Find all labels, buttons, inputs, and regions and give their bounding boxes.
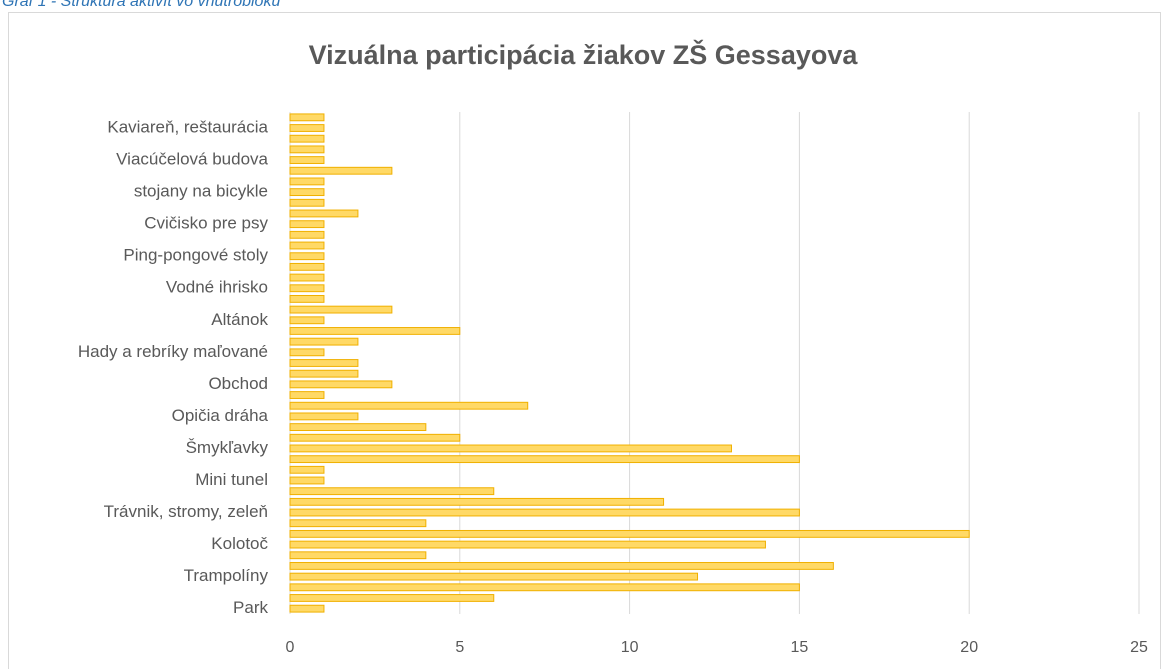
bar — [289, 262, 325, 271]
y-tick-label: Cvičisko pre psy — [144, 214, 268, 233]
bar — [289, 369, 359, 378]
y-tick-label: Opičia dráha — [172, 406, 269, 425]
y-tick-label: Kolotoč — [211, 534, 268, 553]
bar — [289, 134, 325, 143]
bar — [289, 230, 325, 239]
bar — [289, 572, 699, 581]
bar — [289, 145, 325, 154]
x-tick-label: 20 — [960, 639, 978, 656]
y-tick-label: Šmykľavky — [186, 438, 269, 457]
bar — [289, 316, 325, 325]
bar — [289, 156, 325, 164]
x-tick-label: 0 — [286, 639, 295, 656]
bar — [289, 359, 359, 367]
bar — [289, 273, 325, 282]
bar — [289, 305, 393, 314]
bar — [289, 529, 970, 538]
bar — [289, 562, 834, 570]
bar — [289, 188, 325, 197]
bar — [289, 519, 427, 528]
x-tick-label: 15 — [791, 639, 809, 656]
bar — [289, 220, 325, 229]
y-tick-label: Trávnik, stromy, zeleň — [104, 502, 268, 521]
bar — [289, 209, 359, 218]
y-tick-label: Mini tunel — [195, 470, 268, 489]
y-tick-label: Vodné ihrisko — [166, 278, 268, 297]
y-tick-label: Park — [233, 598, 268, 617]
bar — [289, 124, 325, 132]
bar — [289, 294, 325, 303]
bar — [289, 284, 325, 293]
bar — [289, 348, 325, 357]
bar — [289, 252, 325, 261]
y-tick-label: Viacúčelová budova — [116, 150, 268, 169]
bar — [289, 380, 393, 389]
x-tick-label: 10 — [621, 639, 639, 656]
bar — [289, 540, 766, 549]
bar — [289, 604, 325, 613]
bar — [289, 487, 495, 496]
caption: Graf 1 - Štruktúra aktivít vo vnútroblok… — [2, 0, 280, 10]
bar — [289, 551, 427, 560]
bar — [289, 476, 325, 485]
bar — [289, 412, 359, 421]
y-tick-label: Obchod — [208, 374, 268, 393]
y-tick-label: Altánok — [211, 310, 268, 329]
bar — [289, 327, 461, 335]
bar — [289, 444, 732, 453]
y-tick-label: Ping-pongové stoly — [123, 246, 268, 265]
bar — [289, 113, 325, 122]
bar — [289, 337, 359, 346]
bar — [289, 497, 665, 506]
bar — [289, 391, 325, 399]
y-tick-label: Kaviareň, reštaurácia — [107, 118, 268, 137]
x-tick-label: 25 — [1130, 639, 1148, 656]
bar — [289, 177, 325, 186]
bar — [289, 465, 325, 474]
bar — [289, 583, 800, 592]
y-tick-label: stojany na bicykle — [134, 182, 268, 201]
y-tick-label: Hady a rebríky maľované — [78, 342, 268, 361]
bar — [289, 166, 393, 175]
y-tick-label: Trampolíny — [184, 566, 269, 585]
chart-title: Vizuálna participácia žiakov ZŠ Gessayov… — [309, 39, 859, 70]
bar — [289, 455, 800, 464]
bar — [289, 423, 427, 432]
bar — [289, 198, 325, 207]
x-tick-label: 5 — [455, 639, 464, 656]
bar — [289, 401, 529, 410]
bar — [289, 433, 461, 442]
bar — [289, 508, 800, 517]
chart-border — [8, 12, 1161, 669]
bar — [289, 594, 495, 602]
bar — [289, 241, 325, 250]
